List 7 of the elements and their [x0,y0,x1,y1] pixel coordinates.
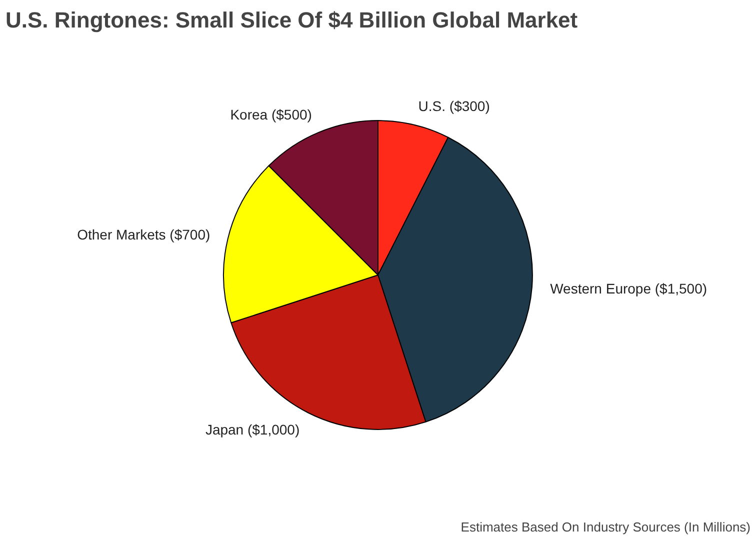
chart-title: U.S. Ringtones: Small Slice Of $4 Billion Global Market [6,8,578,32]
text: Estimates Based On Industry Sources (In Millions) [460,520,751,534]
slice-label: Western Europe ($1,500) [550,280,708,297]
slice-label: Japan ($1,000) [205,422,300,438]
slice-label: Korea ($500) [230,106,312,123]
slice-label: Other Markets ($700) [77,226,210,242]
slice-label: U.S. ($300) [418,98,490,114]
